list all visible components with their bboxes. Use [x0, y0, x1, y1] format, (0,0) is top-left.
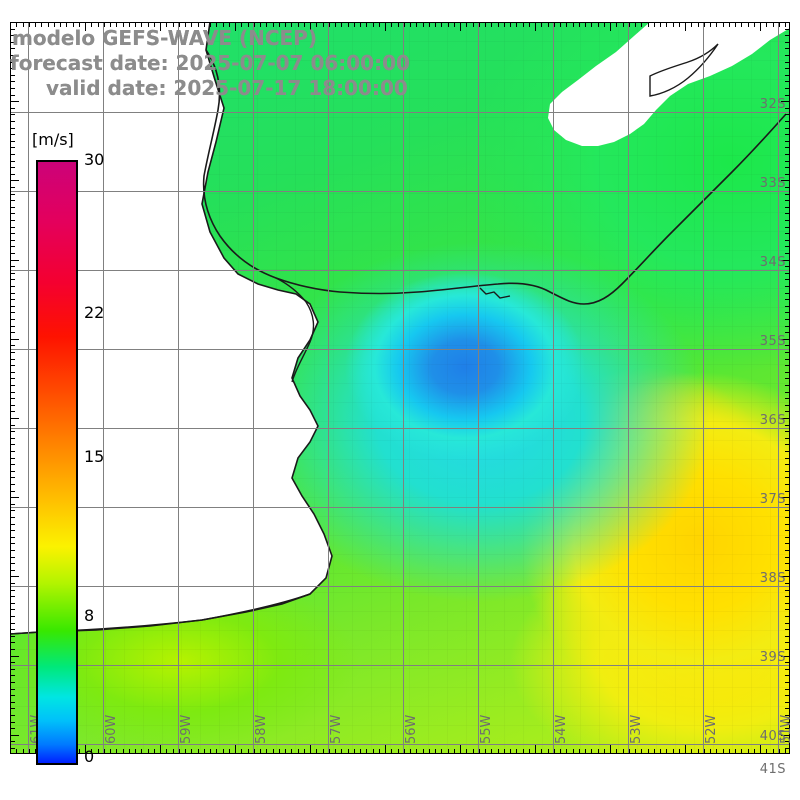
longitude-label-59W: 59W	[179, 714, 194, 744]
colorbar-tick-8: 8	[84, 606, 95, 625]
longitude-label-57W: 57W	[329, 714, 344, 744]
longitude-label-52W: 52W	[704, 714, 719, 744]
latitude-label-38S: 38S	[759, 571, 786, 586]
longitude-label-54W: 54W	[554, 714, 569, 744]
latitude-label-39S: 39S	[759, 650, 786, 665]
colorbar-unit-label: [m/s]	[32, 130, 74, 149]
longitude-label-58W: 58W	[254, 714, 269, 744]
longitude-label-51W: 51W	[779, 714, 794, 744]
longitude-label-53W: 53W	[629, 714, 644, 744]
forecast-date: forecast date: 2025-07-07 06:00:00	[10, 51, 410, 75]
colorbar-tick-15: 15	[84, 447, 105, 466]
map-plot-area	[10, 22, 790, 754]
title-block: modelo GEFS-WAVE (NCEP) forecast date: 2…	[0, 26, 560, 101]
latitude-label-41S: 41S	[759, 762, 786, 777]
colorbar: [m/s] 30 22 15 8 0	[32, 130, 104, 765]
colorbar-tick-0: 0	[84, 747, 95, 766]
latitude-label-40S: 40S	[759, 729, 786, 744]
longitude-label-60W: 60W	[104, 714, 119, 744]
land-mask	[10, 22, 790, 754]
colorbar-tick-30: 30	[84, 150, 105, 169]
model-title: modelo GEFS-WAVE (NCEP)	[12, 26, 317, 50]
latitude-label-32S: 32S	[759, 97, 786, 112]
latitude-label-35S: 35S	[759, 334, 786, 349]
valid-date: valid date: 2025-07-17 18:00:00	[46, 76, 408, 100]
latitude-label-37S: 37S	[759, 492, 786, 507]
colorbar-tick-22: 22	[84, 303, 105, 322]
latitude-label-36S: 36S	[759, 413, 786, 428]
latitude-label-33S: 33S	[759, 176, 786, 191]
colorbar-gradient	[36, 160, 78, 765]
longitude-label-55W: 55W	[479, 714, 494, 744]
latitude-label-34S: 34S	[759, 255, 786, 270]
longitude-label-56W: 56W	[404, 714, 419, 744]
